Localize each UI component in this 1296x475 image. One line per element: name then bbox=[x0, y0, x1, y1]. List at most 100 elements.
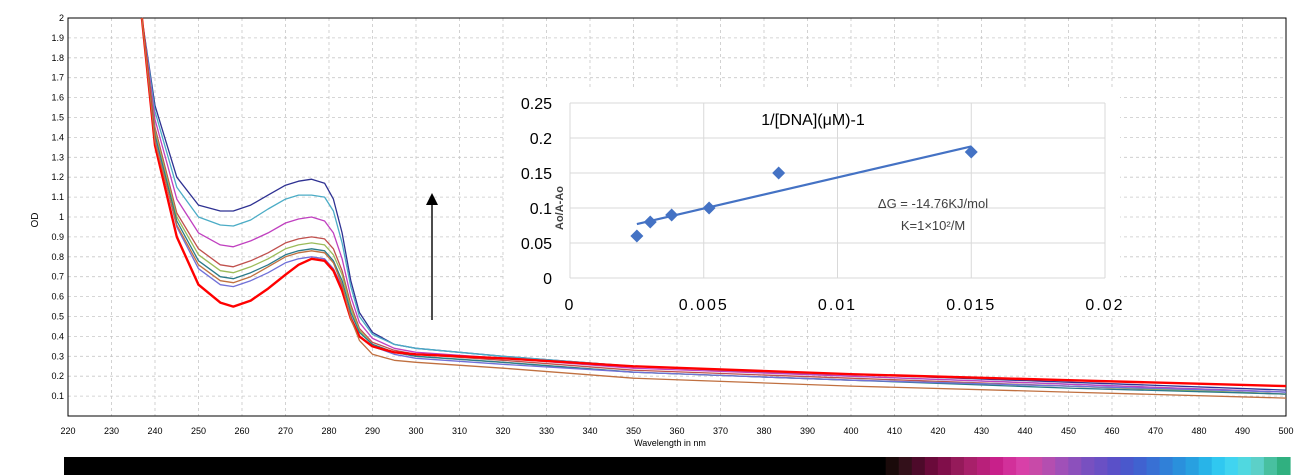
spectrum-segment bbox=[363, 457, 378, 475]
spectrum-segment bbox=[377, 457, 391, 475]
spectrum-segment bbox=[429, 457, 443, 475]
inset-title: 1/[DNA](μM)-1 bbox=[761, 112, 865, 129]
spectrum-segment bbox=[833, 457, 848, 475]
spectrum-segment bbox=[1003, 457, 1017, 475]
spectrum-segment bbox=[233, 457, 248, 475]
inset-data-point bbox=[643, 215, 657, 229]
spectrum-segment bbox=[768, 457, 782, 475]
inset-x-tick-label: 0.005 bbox=[679, 297, 729, 314]
inset-y-tick-label: 0 bbox=[543, 271, 552, 288]
spectrum-segment bbox=[1224, 457, 1239, 475]
main-series-line-2 bbox=[141, 17, 1287, 393]
main-x-tick-label: 490 bbox=[1235, 426, 1250, 436]
spectrum-segment bbox=[403, 457, 417, 475]
spectrum-segment bbox=[1276, 457, 1291, 475]
spectrum-segment bbox=[90, 457, 104, 475]
spectrum-segment bbox=[1081, 457, 1095, 475]
main-y-tick-label: 0.3 bbox=[51, 351, 64, 361]
spectrum-segment bbox=[885, 457, 900, 475]
spectrum-segment bbox=[1068, 457, 1082, 475]
main-x-tick-label: 270 bbox=[278, 426, 293, 436]
spectrum-segment bbox=[1250, 457, 1265, 475]
main-x-tick-labels: 220 230 240 250 260 270 280 290 300 310 320 330 340 3… bbox=[60, 426, 1293, 436]
spectrum-segment bbox=[898, 457, 913, 475]
inset-y-tick-label: 0.25 bbox=[521, 96, 552, 113]
spectrum-segment bbox=[533, 457, 548, 475]
spectrum-segment bbox=[963, 457, 978, 475]
spectrum-segment bbox=[468, 457, 482, 475]
spectrum-segment bbox=[1146, 457, 1161, 475]
main-y-tick-label: 1.9 bbox=[51, 33, 64, 43]
spectrum-color-bar bbox=[64, 457, 1291, 475]
main-x-tick-label: 440 bbox=[1017, 426, 1032, 436]
spectrum-segment bbox=[194, 457, 209, 475]
main-x-tick-label: 410 bbox=[887, 426, 902, 436]
spectrum-segment bbox=[116, 457, 130, 475]
spectrum-segment bbox=[546, 457, 561, 475]
main-x-tick-label: 300 bbox=[408, 426, 423, 436]
main-y-tick-label: 1 bbox=[59, 212, 64, 222]
spectrum-segment bbox=[937, 457, 952, 475]
spectrum-segment bbox=[285, 457, 300, 475]
spectrum-segment bbox=[990, 457, 1004, 475]
main-series-group bbox=[140, 17, 1287, 399]
main-y-tick-label: 1.1 bbox=[51, 192, 64, 202]
main-y-tick-label: 0.2 bbox=[51, 371, 64, 381]
spectrum-segment bbox=[220, 457, 235, 475]
spectrum-segment bbox=[624, 457, 639, 475]
spectrum-segment bbox=[442, 457, 456, 475]
spectrum-segment bbox=[677, 457, 691, 475]
inset-background bbox=[505, 88, 1120, 315]
main-x-tick-label: 220 bbox=[60, 426, 75, 436]
main-y-tick-label: 2 bbox=[59, 13, 64, 23]
spectrum-segment bbox=[272, 457, 287, 475]
spectrum-segment bbox=[859, 457, 874, 475]
main-x-tick-label: 290 bbox=[365, 426, 380, 436]
inset-y-tick-labels: 0 0.05 0.1 0.15 0.2 0.25 bbox=[521, 96, 552, 288]
spectrum-segment bbox=[1263, 457, 1278, 475]
spectrum-segment bbox=[142, 457, 156, 475]
spectrum-segment bbox=[1211, 457, 1226, 475]
spectrum-segment bbox=[1029, 457, 1043, 475]
spectrum-segment bbox=[168, 457, 182, 475]
inset-x-tick-labels: 0 0.005 0.01 0.015 0.02 bbox=[565, 297, 1124, 314]
main-y-tick-labels: 0.1 0.2 0.3 0.4 0.5 0.6 0.7 0.8 0.9 1 1.1 1.2 1.3 1.4… bbox=[51, 13, 64, 401]
main-y-tick-label: 0.7 bbox=[51, 272, 64, 282]
main-x-tick-label: 230 bbox=[104, 426, 119, 436]
inset-annotation-k: K=1×10²/M bbox=[901, 218, 965, 233]
inset-x-tick-label: 0.02 bbox=[1085, 297, 1124, 314]
inset-x-tick-label: 0 bbox=[565, 297, 576, 314]
main-series-line-8 bbox=[140, 17, 1287, 388]
inset-grid bbox=[569, 102, 1106, 279]
spectrum-segment bbox=[976, 457, 991, 475]
inset-y-tick-label: 0.05 bbox=[521, 236, 552, 253]
spectrum-segment bbox=[207, 457, 222, 475]
spectrum-segment bbox=[690, 457, 704, 475]
spectrum-segment bbox=[1055, 457, 1069, 475]
main-y-tick-label: 1.7 bbox=[51, 73, 64, 83]
main-x-tick-label: 380 bbox=[756, 426, 771, 436]
main-series-line-4 bbox=[141, 17, 1287, 395]
spectrum-segment bbox=[872, 457, 887, 475]
inset-data-point bbox=[630, 229, 644, 243]
spectrum-segment bbox=[324, 457, 339, 475]
main-series-line-9 bbox=[141, 17, 1287, 399]
main-y-tick-label: 0.6 bbox=[51, 292, 64, 302]
spectrum-segment bbox=[390, 457, 404, 475]
main-series-line-6 bbox=[141, 17, 1287, 395]
inset-annotation-dg: ΔG = -14.76KJ/mol bbox=[878, 196, 988, 211]
inset-x-tick-label: 0.01 bbox=[818, 297, 857, 314]
spectrum-segment bbox=[637, 457, 652, 475]
spectrum-segment bbox=[77, 457, 91, 475]
main-x-tick-label: 420 bbox=[930, 426, 945, 436]
main-x-tick-label: 250 bbox=[191, 426, 206, 436]
spectrum-segment bbox=[950, 457, 965, 475]
main-x-tick-label: 390 bbox=[800, 426, 815, 436]
spectrum-segment bbox=[1237, 457, 1252, 475]
inset-y-tick-label: 0.15 bbox=[521, 166, 552, 183]
main-y-tick-label: 1.3 bbox=[51, 152, 64, 162]
spectrum-segment bbox=[1172, 457, 1187, 475]
main-series-line-7 bbox=[141, 17, 1287, 393]
main-x-tick-label: 450 bbox=[1061, 426, 1076, 436]
